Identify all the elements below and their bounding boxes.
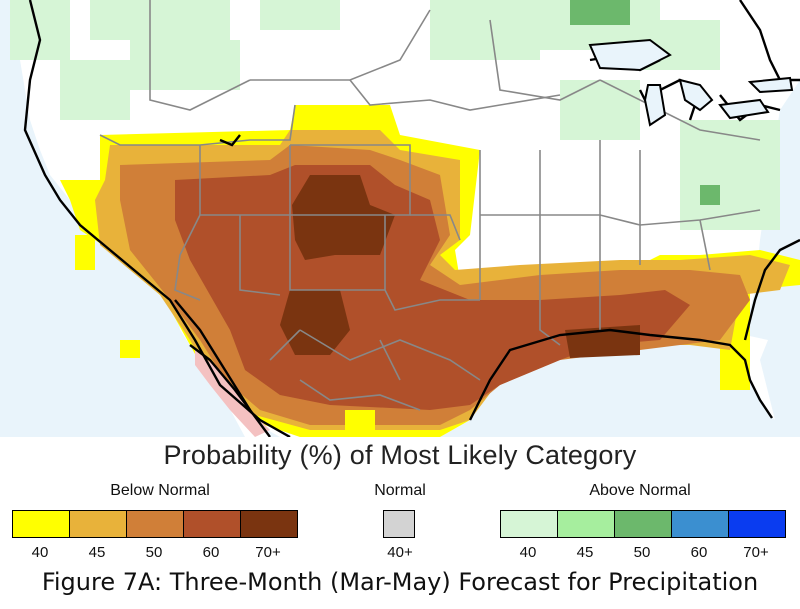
- above-swatch-1: [500, 510, 558, 538]
- below-normal-ticks: 40 45 50 60 70+: [12, 544, 302, 564]
- below-tick-3: 50: [145, 544, 163, 561]
- precipitation-forecast-map: [0, 0, 800, 437]
- above-swatch-5: [728, 510, 786, 538]
- above-tick-3: 50: [633, 544, 651, 561]
- above-normal-swatches: [500, 510, 786, 538]
- normal-swatch-row: [383, 510, 415, 538]
- above-tick-5: 70+: [743, 544, 769, 561]
- below-tick-4: 60: [202, 544, 220, 561]
- great-lakes: [588, 38, 794, 127]
- above-swatch-4: [671, 510, 729, 538]
- normal-swatch: [383, 510, 415, 538]
- below-normal-swatches: [12, 510, 298, 538]
- figure-caption: Figure 7A: Three-Month (Mar-May) Forecas…: [41, 568, 759, 596]
- below-swatch-2: [69, 510, 127, 538]
- above-normal-areas: [10, 0, 780, 230]
- above-swatch-2: [557, 510, 615, 538]
- below-swatch-3: [126, 510, 184, 538]
- above-normal-label: Above Normal: [589, 482, 691, 499]
- below-tick-2: 45: [88, 544, 106, 561]
- below-swatch-1: [12, 510, 70, 538]
- above-tick-1: 40: [519, 544, 537, 561]
- below-tick-5: 70+: [255, 544, 281, 561]
- normal-label: Normal: [374, 482, 426, 499]
- legend-title: Probability (%) of Most Likely Category: [163, 440, 637, 470]
- below-normal-label: Below Normal: [110, 482, 210, 499]
- normal-tick: 40+: [387, 544, 413, 561]
- above-tick-4: 60: [690, 544, 708, 561]
- below-swatch-4: [183, 510, 241, 538]
- below-swatch-5: [240, 510, 298, 538]
- above-swatch-3: [614, 510, 672, 538]
- above-tick-2: 45: [576, 544, 594, 561]
- normal-ticks: 40+: [372, 544, 428, 564]
- below-tick-1: 40: [31, 544, 49, 561]
- above-normal-ticks: 40 45 50 60 70+: [500, 544, 790, 564]
